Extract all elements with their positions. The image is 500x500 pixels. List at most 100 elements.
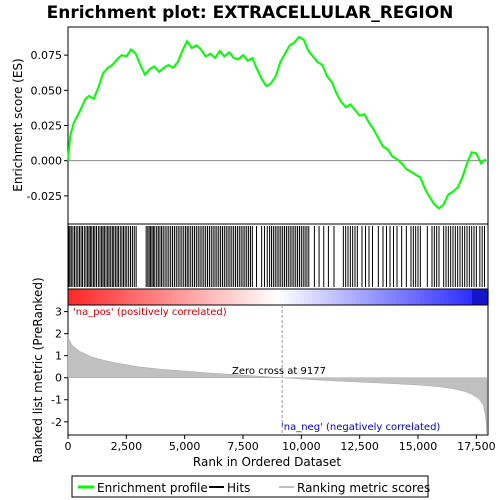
- x-tick-label: 0: [65, 440, 72, 453]
- color-bar-segment: [240, 289, 245, 305]
- color-bar-segment: [428, 289, 433, 305]
- color-bar-segment: [456, 289, 461, 305]
- x-tick-label: 7,500: [227, 440, 259, 453]
- color-bar-segment: [480, 289, 485, 305]
- color-bar-segment: [304, 289, 309, 305]
- x-tick-label: 2,500: [111, 440, 143, 453]
- zero-cross-annotation: Zero cross at 9177: [232, 366, 326, 377]
- enrichment-profile-line: [67, 35, 487, 210]
- color-bar-segment: [112, 289, 117, 305]
- color-bar-segment: [360, 289, 365, 305]
- color-bar-segment: [392, 289, 397, 305]
- ranking-metric-area: [67, 334, 488, 434]
- color-bar-segment: [484, 289, 489, 305]
- color-bar-segment: [268, 289, 273, 305]
- color-bar-segment: [120, 289, 125, 305]
- color-bar-segment: [332, 289, 337, 305]
- color-bar-segment: [420, 289, 425, 305]
- color-bar-segment: [336, 289, 341, 305]
- color-bar-segment: [460, 289, 465, 305]
- color-bar-segment: [252, 289, 257, 305]
- color-bar-segment: [156, 289, 161, 305]
- color-bar-segment: [196, 289, 201, 305]
- color-bar-segment: [464, 289, 469, 305]
- color-bar-segment: [172, 289, 177, 305]
- legend-enrichment-label: Enrichment profile: [97, 481, 208, 495]
- color-bar-segment: [364, 289, 369, 305]
- color-bar-segment: [216, 289, 221, 305]
- color-bar-segment: [296, 289, 301, 305]
- color-bar-segment: [432, 289, 437, 305]
- metric-y-tick-label: 3: [55, 306, 62, 319]
- color-bar-segment: [376, 289, 381, 305]
- color-bar-segment: [204, 289, 209, 305]
- rank-color-bar: [68, 289, 489, 305]
- color-bar-segment: [116, 289, 121, 305]
- color-bar-segment: [292, 289, 297, 305]
- es-panel-frame: [67, 26, 489, 225]
- color-bar-segment: [148, 289, 153, 305]
- color-bar-segment: [248, 289, 253, 305]
- color-bar-segment: [424, 289, 429, 305]
- color-bar-segment: [68, 289, 73, 305]
- color-bar-segment: [408, 289, 413, 305]
- color-bar-segment: [348, 289, 353, 305]
- color-bar-segment: [312, 289, 317, 305]
- color-bar-segment: [284, 289, 289, 305]
- color-bar-segment: [416, 289, 421, 305]
- x-tick-label: 17,500: [457, 440, 496, 453]
- metric-y-tick-label: -1: [51, 394, 62, 407]
- color-bar-segment: [232, 289, 237, 305]
- color-bar-segment: [476, 289, 481, 305]
- color-bar-segment: [100, 289, 105, 305]
- color-bar-segment: [372, 289, 377, 305]
- color-bar-segment: [412, 289, 417, 305]
- es-y-tick-label: 0.025: [31, 120, 63, 133]
- x-axis-label: Rank in Ordered Dataset: [193, 455, 341, 469]
- legend-box: [71, 475, 429, 498]
- color-bar-segment: [84, 289, 89, 305]
- color-bar-segment: [368, 289, 373, 305]
- color-bar-segment: [280, 289, 285, 305]
- color-bar-segment: [136, 289, 141, 305]
- x-tick-label: 10,000: [282, 440, 321, 453]
- color-bar-segment: [76, 289, 81, 305]
- color-bar-segment: [104, 289, 109, 305]
- chart-title: Enrichment plot: EXTRACELLULAR_REGION: [47, 3, 454, 23]
- color-bar-segment: [444, 289, 449, 305]
- es-y-tick-label: 0.075: [31, 49, 63, 62]
- color-bar-segment: [140, 289, 145, 305]
- color-bar-segment: [380, 289, 385, 305]
- color-bar-segment: [188, 289, 193, 305]
- color-bar-segment: [384, 289, 389, 305]
- color-bar-segment: [404, 289, 409, 305]
- color-bar-segment: [184, 289, 189, 305]
- color-bar-segment: [448, 289, 453, 305]
- color-bar-segment: [308, 289, 313, 305]
- color-bar-segment: [128, 289, 133, 305]
- color-bar-segment: [124, 289, 129, 305]
- metric-y-tick-label: 0: [55, 372, 62, 385]
- color-bar-segment: [340, 289, 345, 305]
- es-y-tick-label: 0.050: [31, 84, 63, 97]
- color-bar-segment: [400, 289, 405, 305]
- color-bar-segment: [472, 289, 477, 305]
- color-bar-segment: [92, 289, 97, 305]
- color-bar-segment: [80, 289, 85, 305]
- metric-y-axis: -2 -1 0 1 2 3: [51, 306, 68, 429]
- color-bar-segment: [288, 289, 293, 305]
- color-bar-segment: [168, 289, 173, 305]
- metric-y-axis-label: Ranked list metric (PreRanked): [31, 277, 45, 462]
- color-bar-segment: [344, 289, 349, 305]
- color-bar-segment: [468, 289, 473, 305]
- x-tick-label: 15,000: [399, 440, 438, 453]
- color-bar-segment: [264, 289, 269, 305]
- color-bar-segment: [276, 289, 281, 305]
- metric-y-tick-label: 2: [55, 328, 62, 341]
- color-bar-segment: [320, 289, 325, 305]
- legend-metric-label: Ranking metric scores: [297, 481, 430, 495]
- es-y-tick-label: -0.025: [27, 190, 62, 203]
- hits-marks: [68, 226, 485, 287]
- color-bar-segment: [180, 289, 185, 305]
